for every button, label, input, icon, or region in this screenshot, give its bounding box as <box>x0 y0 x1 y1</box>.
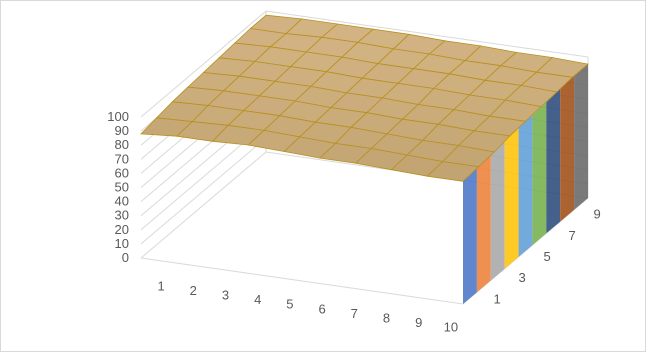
surface-edge-band <box>560 75 575 222</box>
z-tick-label: 60 <box>115 165 129 180</box>
z-tick-label: 10 <box>115 236 129 251</box>
series-tick-label: 1 <box>494 291 501 306</box>
z-tick-label: 90 <box>115 123 129 138</box>
z-tick-label: 0 <box>122 250 129 265</box>
surface-edge-band <box>546 89 561 234</box>
x-tick-label: 6 <box>318 301 325 316</box>
series-tick-label: 9 <box>594 207 601 222</box>
series-tick-label: 3 <box>519 270 526 285</box>
surface-edge-band <box>518 115 533 257</box>
surface-edge-band <box>504 127 519 269</box>
x-tick-label: 10 <box>444 320 458 335</box>
z-tick-label: 20 <box>115 222 129 237</box>
series-tick-label: 5 <box>544 249 551 264</box>
z-tick-label: 30 <box>115 208 129 223</box>
z-tick-label: 40 <box>115 194 129 209</box>
x-tick-label: 5 <box>286 297 293 312</box>
z-tick-label: 50 <box>115 180 129 195</box>
x-tick-label: 3 <box>222 288 229 303</box>
x-axis-tick-labels: 1 2 3 4 5 6 7 8 9 10 <box>157 278 458 334</box>
surface-edge-band <box>476 155 491 293</box>
surface-edge-band <box>574 64 588 210</box>
x-tick-label: 9 <box>415 315 422 330</box>
surface-edge-band <box>532 102 547 246</box>
surface-cell <box>426 161 480 182</box>
z-tick-label: 70 <box>115 151 129 166</box>
x-tick-label: 4 <box>254 292 261 307</box>
series-tick-label: 7 <box>569 228 576 243</box>
x-tick-label: 8 <box>383 311 390 326</box>
z-tick-label: 100 <box>107 109 129 124</box>
z-tick-label: 80 <box>115 137 129 152</box>
x-tick-label: 2 <box>190 283 197 298</box>
x-tick-label: 1 <box>157 278 164 293</box>
series-axis-tick-labels: 1 3 5 7 9 <box>494 207 601 307</box>
surface-plot <box>140 14 589 304</box>
surface-edge-band <box>463 168 477 304</box>
surface-edge-band <box>490 140 505 281</box>
x-tick-label: 7 <box>351 306 358 321</box>
